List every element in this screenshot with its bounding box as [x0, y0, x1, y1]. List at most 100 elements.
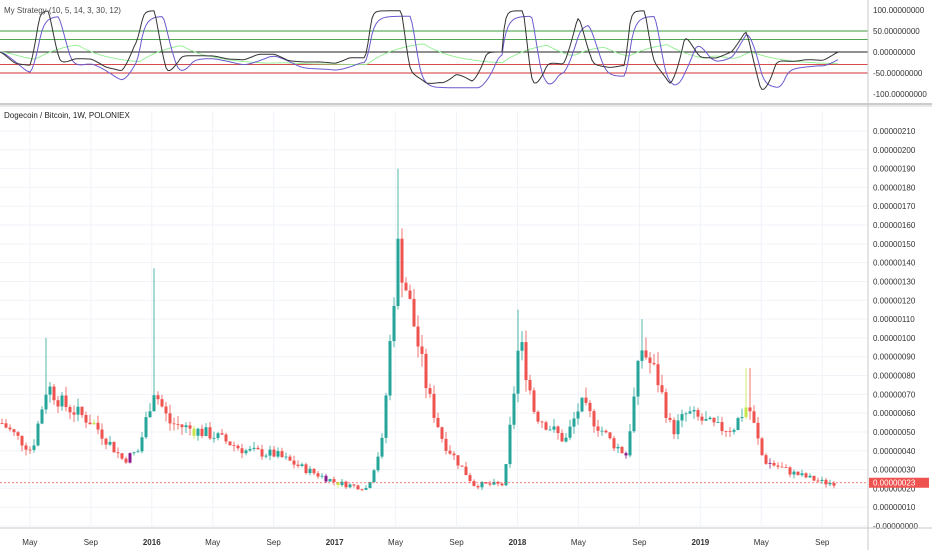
candle-body [696, 410, 700, 417]
candle-body [716, 422, 720, 423]
candle-body [508, 424, 512, 465]
candle-body [188, 425, 192, 429]
candle-body [288, 456, 292, 461]
candle-body [124, 458, 128, 463]
candle-body [760, 438, 764, 456]
indicator-slow-line [0, 15, 839, 89]
candle-body [428, 388, 432, 394]
candle-body [212, 437, 216, 439]
price-tick-label: 0.00000160 [873, 221, 916, 230]
candle-body [456, 455, 460, 466]
candle-body [604, 430, 608, 433]
candle-body [120, 453, 124, 459]
candle-body [316, 473, 320, 477]
candle-body [224, 434, 228, 442]
candle-body [384, 395, 388, 438]
price-tick-label: 0.00000020 [873, 484, 916, 493]
candle-body [220, 433, 224, 435]
candle-body [64, 395, 68, 408]
candle-body [792, 471, 796, 475]
candle-body [344, 481, 348, 488]
candle-body [424, 353, 428, 389]
price-tick-label: 0.00000120 [873, 296, 916, 305]
candle-body [704, 419, 708, 421]
candle-body [768, 462, 772, 464]
main-grid [0, 111, 868, 527]
price-tick-label: 0.00000030 [873, 466, 916, 475]
candle-body [396, 238, 400, 306]
time-tick-label: May [388, 538, 403, 547]
candle-body [164, 406, 168, 414]
candle-body [756, 422, 760, 439]
candle-body [200, 428, 204, 436]
candle-body [772, 462, 776, 466]
candle-body [328, 479, 332, 482]
candle-body [560, 432, 564, 442]
candle-body [504, 464, 508, 486]
main-pane[interactable]: Dogecoin / Bitcoin, 1W, POLONIEX [0, 111, 868, 527]
candle-body [824, 479, 828, 485]
candle-body [528, 380, 532, 391]
candle-body [500, 483, 504, 486]
candle-body [692, 410, 696, 412]
candle-body [764, 455, 768, 464]
candle-body [176, 424, 180, 425]
candle-body [464, 466, 468, 476]
time-tick-label: May [754, 538, 769, 547]
candle-body [96, 422, 100, 430]
candle-body [136, 451, 140, 453]
candlestick-series [0, 168, 836, 492]
candle-body [284, 456, 288, 458]
price-tick-label: 0.00000140 [873, 259, 916, 268]
candle-body [776, 465, 780, 467]
main-title[interactable]: Dogecoin / Bitcoin, 1W, POLONIEX [4, 111, 130, 120]
candle-body [520, 342, 524, 351]
candle-body [600, 430, 604, 432]
candle-body [156, 395, 160, 400]
candle-body [572, 418, 576, 427]
indicator-fast-line [0, 10, 839, 91]
candle-body [112, 441, 116, 453]
candle-body [488, 483, 492, 485]
price-tick-label: 0.00000070 [873, 390, 916, 399]
candle-body [588, 402, 592, 412]
indicator-pane: My Strategy (10, 5, 14, 3, 30, 12) 100.0… [0, 6, 927, 99]
candle-body [28, 449, 32, 451]
price-tick-label: 0.00000050 [873, 428, 916, 437]
candle-body [140, 437, 144, 452]
time-tick-label: Sep [449, 538, 464, 547]
indicator-title[interactable]: My Strategy (10, 5, 14, 3, 30, 12) [4, 6, 121, 15]
candle-body [596, 426, 600, 431]
candle-body [624, 453, 628, 456]
candle-body [312, 468, 316, 474]
time-tick-label: 2017 [326, 538, 344, 547]
candle-body [84, 415, 88, 423]
candle-body [232, 445, 236, 447]
candle-body [60, 395, 64, 407]
candle-body [116, 452, 120, 454]
candle-body [576, 411, 580, 419]
candle-body [684, 413, 688, 415]
candle-body [208, 427, 212, 439]
indicator-y-axis[interactable]: 100.00000000 50.00000000 0.00000000 -50.000… [873, 6, 927, 99]
candle-body [640, 350, 644, 361]
candle-body [400, 238, 404, 283]
price-tick-label: 0.00000100 [873, 334, 916, 343]
price-axis[interactable]: 0.00000210 0.00000200 0.00000190 0.00000180… [873, 127, 918, 531]
candle-body [584, 397, 588, 403]
candle-body [244, 450, 248, 454]
candle-body [736, 418, 740, 430]
candle-body [732, 430, 736, 432]
candle-body [416, 326, 420, 347]
candle-body [40, 409, 44, 424]
candle-body [92, 422, 96, 425]
candle-body [468, 475, 472, 482]
candle-body [616, 446, 620, 449]
candle-body [248, 448, 252, 451]
candle-body [608, 432, 612, 439]
time-axis[interactable]: May Sep 2016 May Sep 2017 May Sep 2018 May Sep 2019… [22, 538, 830, 547]
candle-body [664, 392, 668, 418]
candle-body [580, 397, 584, 412]
candle-body [44, 394, 48, 410]
